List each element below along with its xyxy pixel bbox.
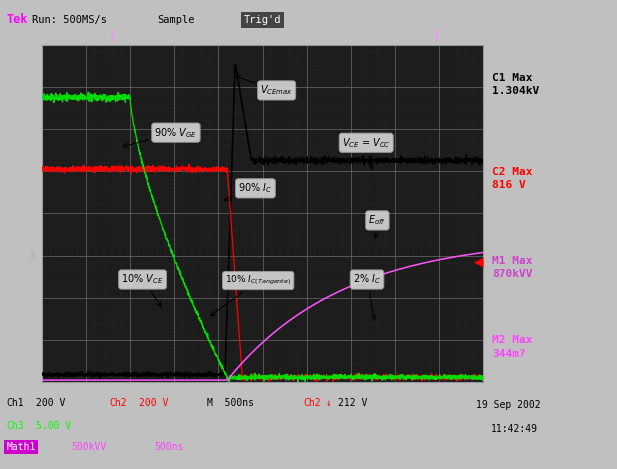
Text: M  500ns: M 500ns xyxy=(207,398,254,408)
Text: 212 V: 212 V xyxy=(338,398,368,408)
Text: Run: 500MS/s: Run: 500MS/s xyxy=(32,15,107,25)
Text: $V_{CEmax}$: $V_{CEmax}$ xyxy=(235,76,293,98)
Text: C2 Max
816 V: C2 Max 816 V xyxy=(492,166,533,190)
Text: Ch3: Ch3 xyxy=(6,421,24,431)
Text: Ch2: Ch2 xyxy=(110,398,128,408)
Text: C1 Max
1.304kV: C1 Max 1.304kV xyxy=(492,73,540,96)
Text: $E_{off}$: $E_{off}$ xyxy=(368,213,386,238)
Text: Trig'd: Trig'd xyxy=(244,15,281,25)
Text: 90% $V_{GE}$: 90% $V_{GE}$ xyxy=(123,126,197,148)
Text: Math1: Math1 xyxy=(6,442,36,452)
Text: 3: 3 xyxy=(28,250,35,261)
Text: 10% $I_{C (Tangente)}$: 10% $I_{C (Tangente)}$ xyxy=(210,274,291,316)
Text: 200 V: 200 V xyxy=(36,398,65,408)
Text: 2% $I_C$: 2% $I_C$ xyxy=(353,272,381,319)
Text: 19 Sep 2002: 19 Sep 2002 xyxy=(476,400,541,410)
Text: Ch2: Ch2 xyxy=(304,398,321,408)
Text: 200 V: 200 V xyxy=(139,398,168,408)
Text: M2 Max
344m?: M2 Max 344m? xyxy=(492,335,533,359)
Text: ◀: ◀ xyxy=(473,256,483,268)
Text: 11:42:49: 11:42:49 xyxy=(491,424,537,434)
Text: 500ns: 500ns xyxy=(154,442,184,452)
Text: 90% $I_C$: 90% $I_C$ xyxy=(225,182,273,201)
Text: 5.00 V: 5.00 V xyxy=(36,421,71,431)
Text: M1 Max
870kVV: M1 Max 870kVV xyxy=(492,256,533,279)
Text: Tek: Tek xyxy=(6,13,28,26)
Text: $V_{CE}$ = $V_{CC}$: $V_{CE}$ = $V_{CC}$ xyxy=(342,136,391,169)
Text: Sample: Sample xyxy=(157,15,195,25)
Text: ]: ] xyxy=(433,29,441,42)
Text: [: [ xyxy=(108,29,115,42)
Text: 10% $V_{CE}$: 10% $V_{CE}$ xyxy=(122,272,164,306)
Text: Ch1: Ch1 xyxy=(6,398,24,408)
Text: ↓: ↓ xyxy=(326,398,332,408)
Text: 500kVV: 500kVV xyxy=(71,442,106,452)
